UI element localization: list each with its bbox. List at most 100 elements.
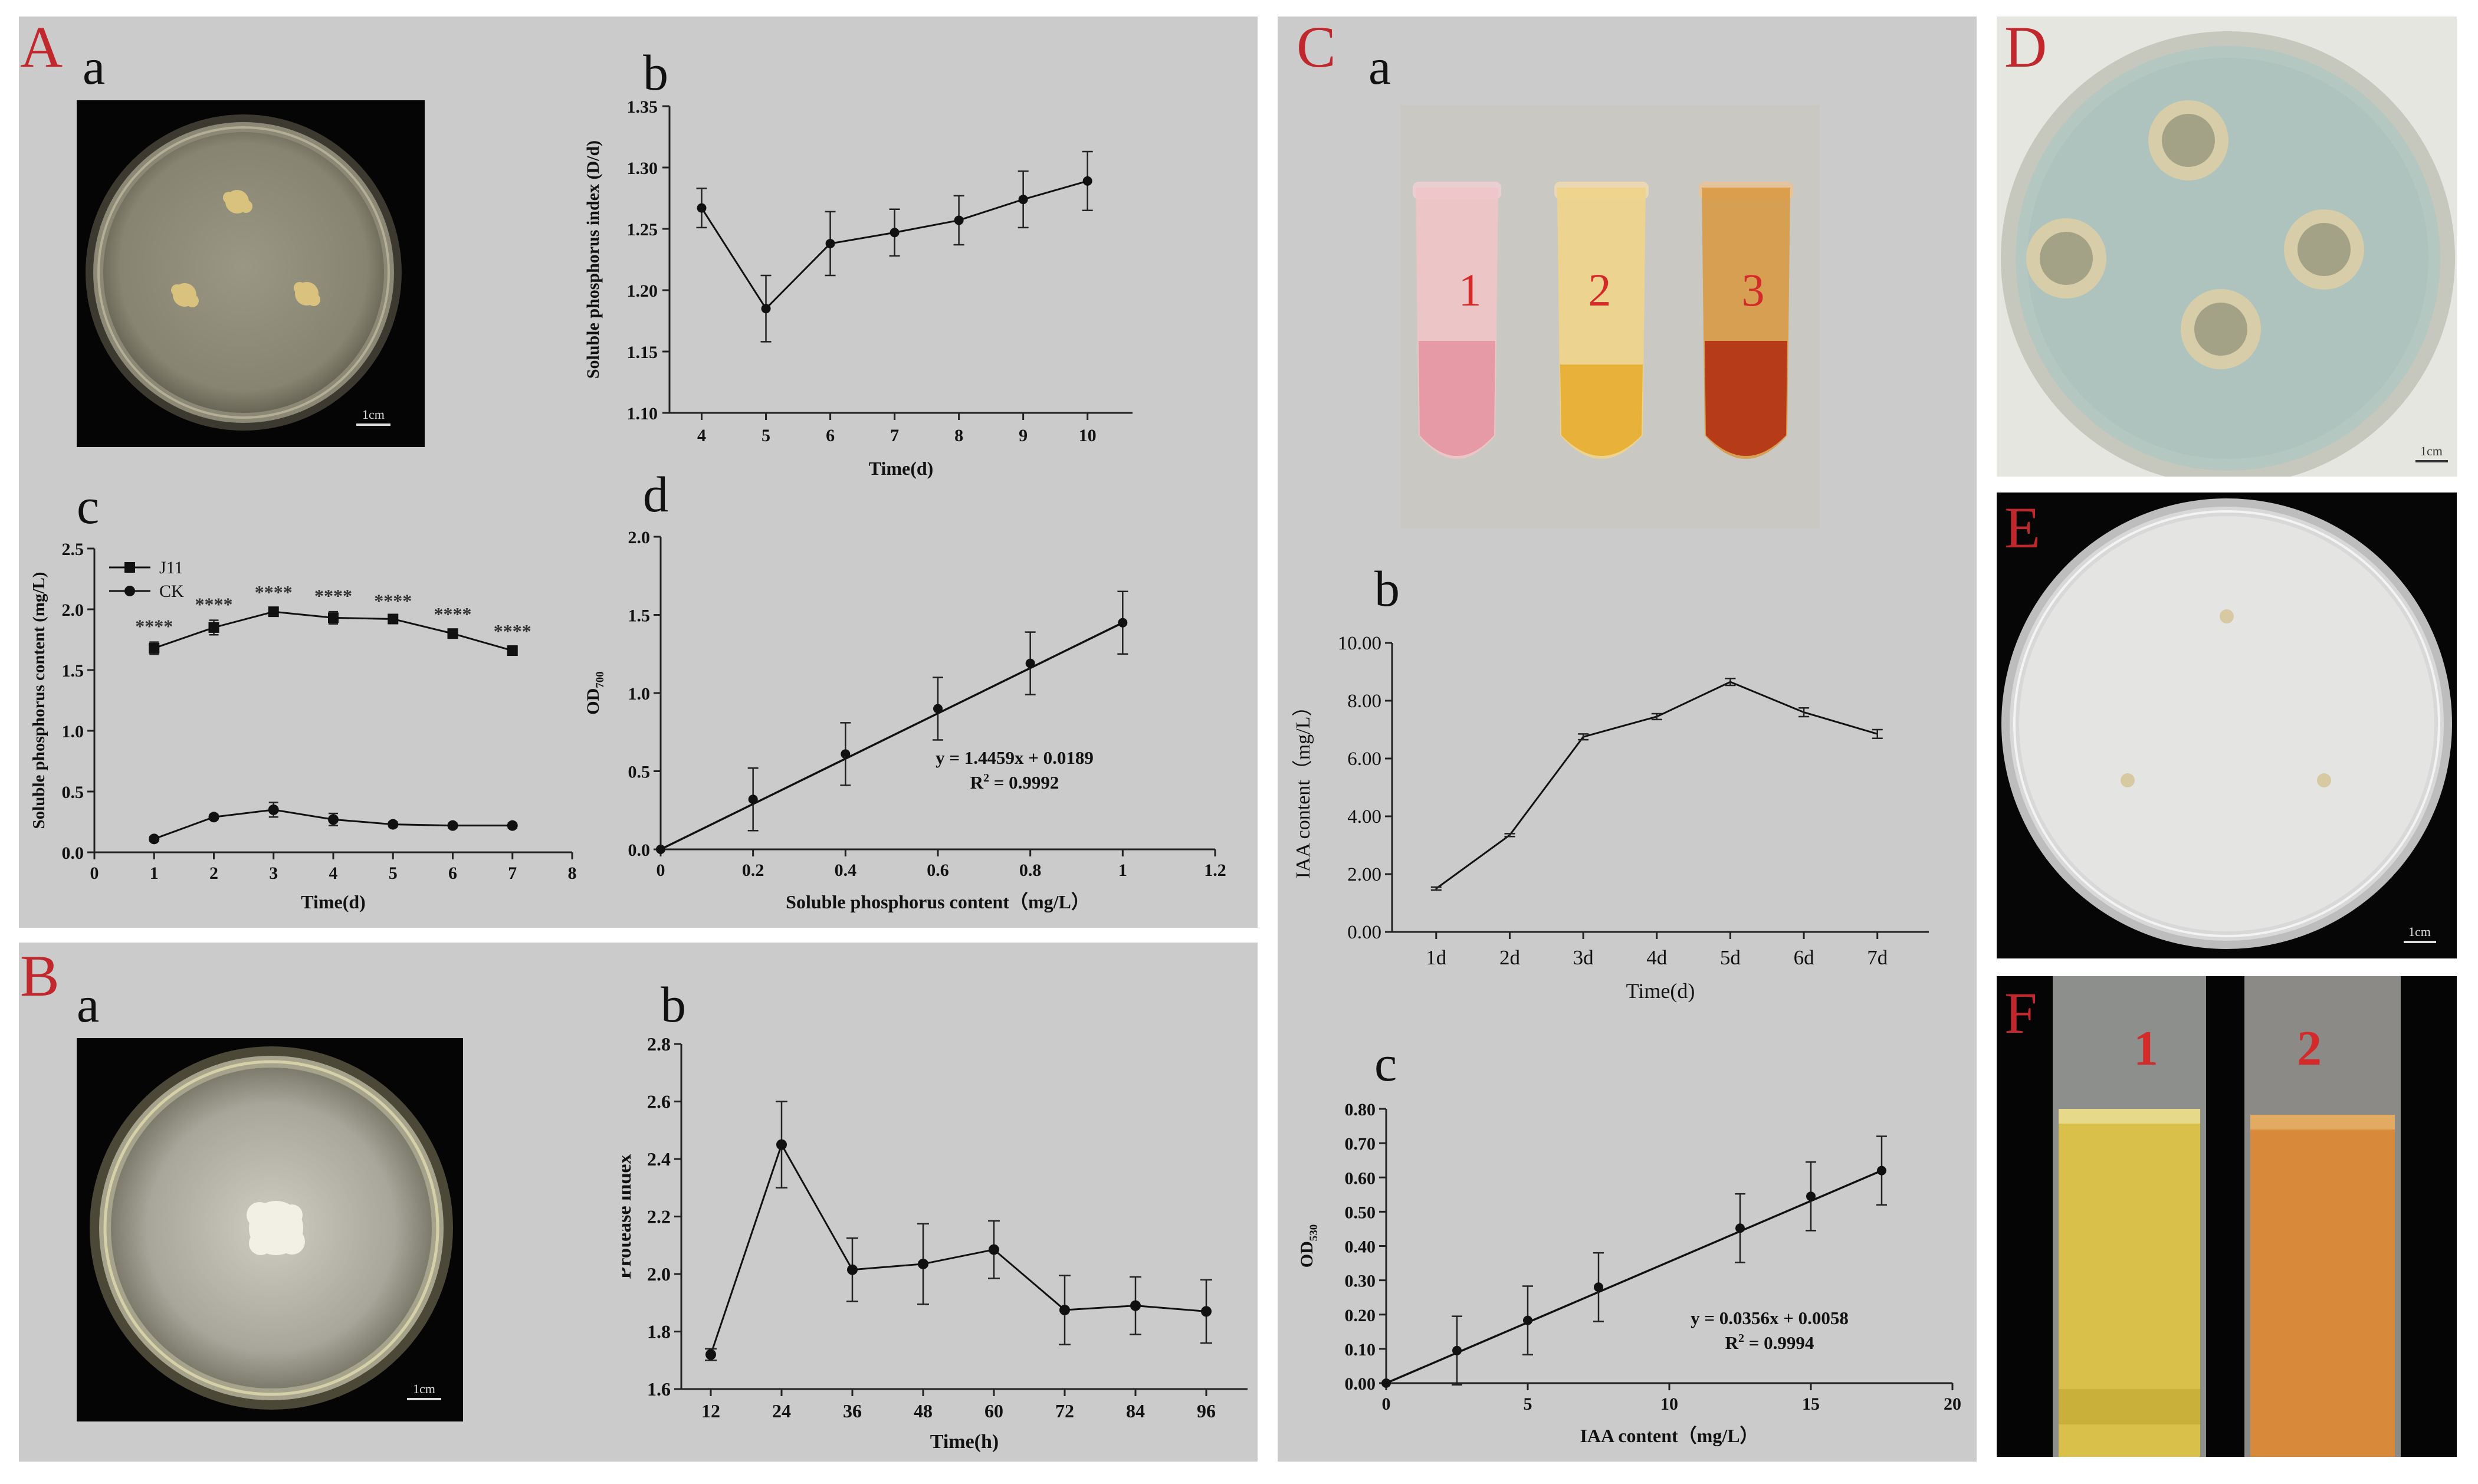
y-tick-label: 0.00 — [1345, 1374, 1376, 1394]
x-tick-label: 0 — [90, 864, 99, 883]
regression-line — [1386, 1170, 1882, 1384]
data-point — [1877, 1165, 1886, 1176]
data-point-circle — [507, 820, 518, 831]
sub-label-Aa: a — [83, 38, 106, 95]
x-axis-label: Time(d) — [869, 458, 934, 479]
x-tick-label: 9 — [1019, 426, 1028, 445]
series-line — [1435, 681, 1878, 889]
data-point-circle — [268, 804, 279, 815]
data-point — [697, 203, 707, 213]
y-tick-label: 0.80 — [1345, 1100, 1376, 1119]
y-tick-label: 1.30 — [627, 159, 658, 178]
y-tick-label: 0.40 — [1345, 1237, 1376, 1257]
sub-label-Ac: c — [77, 478, 100, 534]
r2-superscript: 2 — [983, 771, 989, 784]
halo-colonies — [2026, 100, 2364, 369]
x-tick-label: 2 — [209, 864, 218, 883]
x-tick-label: 36 — [843, 1400, 862, 1421]
regression-equation: y = 1.4459x + 0.0189 — [936, 747, 1094, 768]
y-axis-label-sub: 700 — [594, 671, 606, 688]
y-tick-label: 1.5 — [62, 661, 84, 681]
y-tick-label: 2.0 — [628, 528, 651, 547]
x-tick-label: 0.2 — [742, 861, 764, 880]
data-point — [1082, 176, 1092, 186]
x-tick-label: 0.4 — [835, 861, 857, 880]
x-tick-label: 0 — [1382, 1394, 1391, 1414]
data-point-square — [328, 612, 339, 623]
chart-Cb: 0.00 2.00 4.00 6.00 8.00 10.00 1d 2d 3d 4d 5d 6d 7d T… — [1292, 633, 1929, 1003]
data-point — [1118, 618, 1128, 628]
x-tick-label: 10 — [1079, 426, 1097, 445]
x-tick-label: 72 — [1055, 1400, 1074, 1421]
plate-photo-Aa: 1cm — [77, 100, 425, 447]
data-point-circle — [208, 812, 219, 823]
significance-mark: **** — [195, 594, 233, 615]
tube-label-F2: 2 — [2297, 1021, 2322, 1076]
sub-label-Ba: a — [77, 976, 100, 1033]
y-axis-label-sub: 530 — [1308, 1224, 1320, 1242]
chart-Ab: 1.10 1.15 1.20 1.25 1.30 1.35 4 5 6 7 8 9 10 Time(d) S… — [583, 97, 1133, 479]
sub-label-Cb: b — [1374, 560, 1400, 617]
y-axis-label: OD700 — [584, 671, 606, 715]
legend-marker-ck — [124, 586, 135, 596]
data-point — [1523, 1315, 1532, 1325]
x-tick-label: 2d — [1499, 946, 1521, 969]
x-tick-label: 5 — [1524, 1394, 1532, 1414]
data-point — [1452, 1345, 1462, 1355]
y-tick-label: 4.00 — [1347, 806, 1381, 828]
sub-label-Cc: c — [1374, 1035, 1397, 1092]
series-line — [710, 1142, 1207, 1355]
plate-photo-D: 1cm — [1997, 17, 2457, 477]
y-tick-label: 0.60 — [1345, 1168, 1376, 1188]
y-tick-label: 1.0 — [628, 684, 651, 704]
y-axis-label-main: OD — [584, 688, 603, 715]
data-point — [1381, 1378, 1391, 1388]
r2-superscript: 2 — [1738, 1332, 1744, 1345]
data-point — [705, 1349, 716, 1360]
x-axis-label: Soluble phosphorus content（mg/L） — [786, 891, 1090, 912]
colony-dots-E — [2121, 609, 2331, 787]
panel-label-E: E — [2004, 495, 2041, 560]
scale-bar-Aa: 1cm — [362, 407, 385, 422]
legend-label-j11: J11 — [159, 558, 183, 577]
chart-Cc: 0.00 0.10 0.20 0.30 0.40 0.50 0.60 0.70 0.80 0 5 10… — [1297, 1100, 1961, 1446]
x-tick-label: 6 — [826, 426, 835, 445]
chart-Ad: 0.0 0.5 1.0 1.5 2.0 0 0.2 0.4 0.6 0.8 1 1.2 y = 1.44… — [584, 528, 1226, 912]
y-tick-label: 1.5 — [628, 606, 651, 626]
y-tick-label: 2.8 — [647, 1033, 671, 1055]
y-tick-label: 2.4 — [647, 1148, 671, 1170]
data-point — [890, 228, 900, 238]
tube-label-2: 2 — [1588, 264, 1611, 316]
x-tick-label: 3d — [1573, 946, 1594, 969]
significance-mark: **** — [374, 590, 412, 611]
significance-mark: **** — [494, 620, 531, 642]
r2-value: = 0.9992 — [989, 772, 1059, 793]
y-tick-label: 10.00 — [1338, 633, 1381, 654]
y-tick-label: 0.50 — [1345, 1203, 1376, 1222]
y-tick-label: 1.25 — [627, 220, 658, 239]
y-tick-label: 0.20 — [1345, 1306, 1376, 1325]
data-point — [825, 238, 835, 248]
y-tick-label: 2.2 — [647, 1206, 671, 1227]
x-tick-label: 20 — [1944, 1394, 1961, 1414]
y-tick-label: 1.6 — [647, 1378, 671, 1400]
x-tick-label: 7 — [890, 426, 899, 445]
data-point — [954, 215, 964, 225]
r2-symbol: R — [1725, 1332, 1739, 1353]
sub-label-Ca: a — [1368, 38, 1391, 95]
y-tick-label: 0.30 — [1345, 1272, 1376, 1291]
panel-label-F: F — [2004, 980, 2037, 1046]
x-tick-label: 8 — [954, 426, 963, 445]
x-axis-label: IAA content（mg/L） — [1580, 1425, 1758, 1446]
x-tick-label: 96 — [1197, 1400, 1216, 1421]
data-point — [918, 1258, 928, 1269]
r2-value: = 0.9994 — [1744, 1332, 1814, 1353]
tube-label-F1: 1 — [2134, 1021, 2158, 1076]
y-axis-label: IAA content（mg/L） — [1292, 697, 1314, 879]
x-tick-label: 1d — [1426, 946, 1447, 969]
x-tick-label: 7 — [508, 864, 517, 883]
panel-label-C: C — [1297, 14, 1336, 80]
significance-mark: **** — [135, 616, 173, 637]
data-point — [748, 794, 758, 805]
y-axis-label: Soluble phosphorus content (mg/L) — [29, 572, 48, 829]
